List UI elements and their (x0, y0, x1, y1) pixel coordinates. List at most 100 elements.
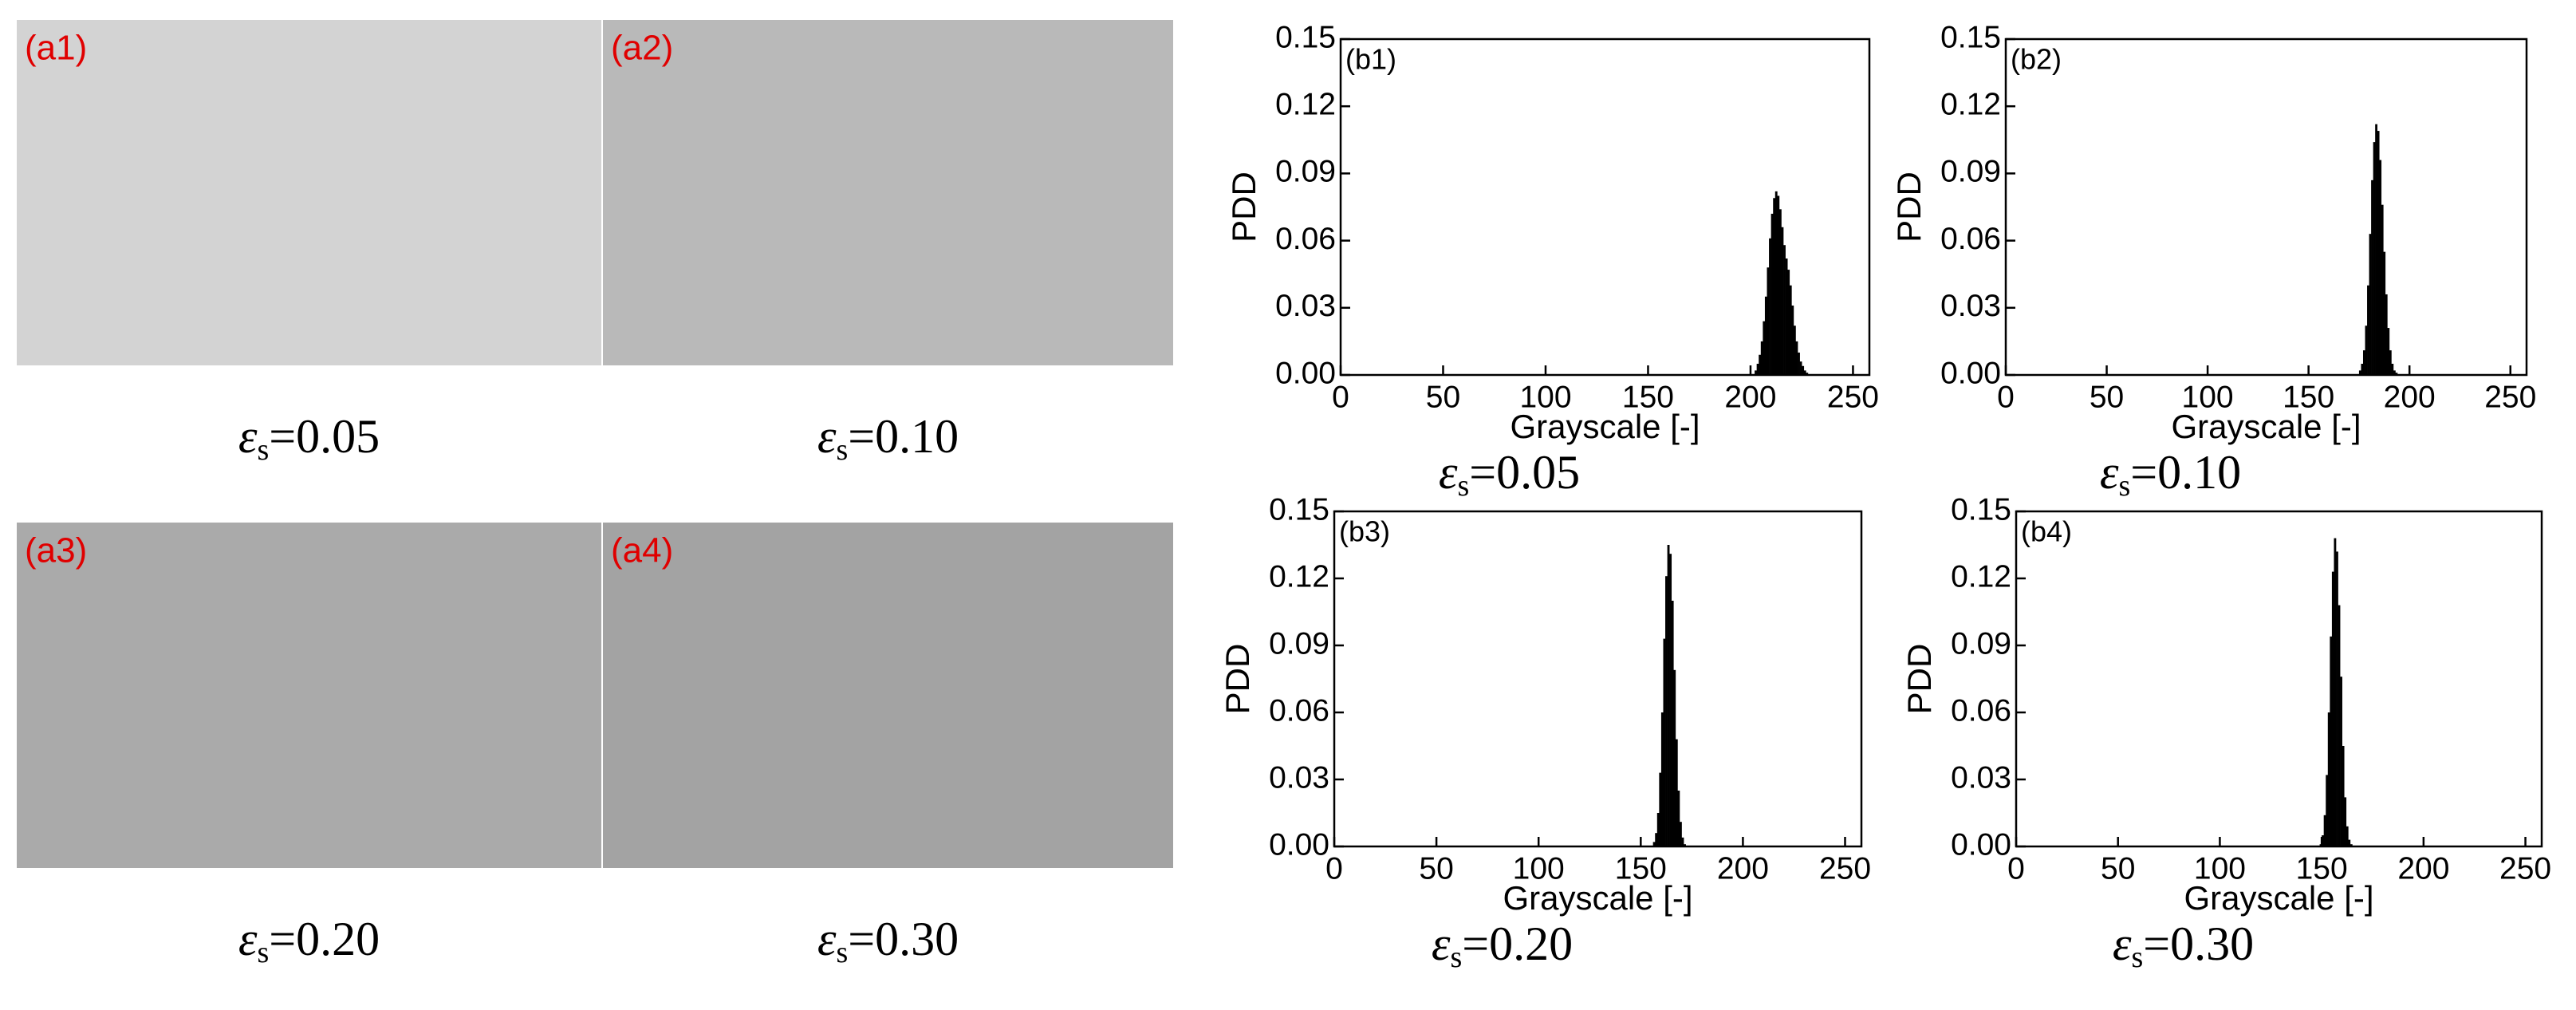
histogram-bar (2381, 204, 2384, 375)
y-tick-label: 0.06 (1940, 222, 2001, 256)
plot-frame (1333, 510, 1863, 848)
histogram-bar (2393, 370, 2396, 375)
x-tick-label: 250 (1827, 380, 1879, 414)
x-tick-label: 0 (1325, 851, 1343, 886)
histogram-bar (2348, 839, 2351, 846)
y-tick-label: 0.12 (1951, 559, 2011, 594)
histogram-bar (2344, 797, 2347, 846)
y-axis-label: PDD (1900, 644, 1938, 715)
y-tick-label: 0.00 (1940, 356, 2001, 390)
caption: εs=0.30 (2113, 917, 2254, 974)
y-tick-label: 0.09 (1275, 155, 1336, 189)
histogram-bar (2387, 328, 2390, 375)
plot-frame (1339, 37, 1871, 377)
x-tick-label: 200 (2397, 851, 2449, 886)
caption-subscript: s (1451, 941, 1463, 974)
caption-value: =0.20 (1462, 917, 1573, 970)
caption-subscript: s (2132, 941, 2144, 974)
x-axis-label: Grayscale [-] (1503, 879, 1692, 917)
y-tick-label: 0.03 (1275, 289, 1336, 323)
y-tick-label: 0.09 (1940, 155, 2001, 189)
histogram-bar (2338, 605, 2341, 846)
histogram-bar (1669, 554, 1672, 846)
histogram-bar (2385, 294, 2388, 375)
y-axis-label: PDD (1219, 644, 1256, 715)
x-tick-label: 50 (1426, 380, 1460, 414)
image-panel (17, 523, 601, 868)
panel-label: (a1) (25, 29, 87, 68)
x-tick-label: 0 (1332, 380, 1349, 414)
histogram-bar (2389, 350, 2392, 375)
x-tick-label: 200 (1724, 380, 1776, 414)
caption-subscript: s (1458, 469, 1470, 503)
histogram-bar (1774, 191, 1778, 375)
x-tick-label: 250 (2499, 851, 2551, 886)
histogram-bar (1795, 341, 1798, 375)
caption-value: =0.20 (269, 913, 380, 965)
histogram-bar (2367, 285, 2369, 375)
panel-label: (a4) (611, 531, 673, 570)
histogram-bar (1773, 198, 1776, 375)
histogram-bar (1783, 245, 1786, 375)
y-tick-label: 0.09 (1269, 626, 1329, 661)
x-tick-label: 0 (1997, 380, 2015, 414)
y-tick-label: 0.15 (1275, 20, 1336, 54)
histogram-bar (1667, 545, 1670, 846)
y-tick-label: 0.15 (1269, 492, 1329, 527)
image-panel (603, 523, 1173, 868)
caption-symbol: ε (238, 913, 258, 965)
caption: εs=0.05 (238, 410, 380, 467)
y-tick-label: 0.15 (1940, 20, 2001, 54)
histogram-bar (1675, 739, 1678, 846)
y-axis-label: PDD (1225, 172, 1262, 243)
histogram-bar (2373, 142, 2376, 375)
caption: εs=0.20 (238, 913, 380, 969)
y-tick-label: 0.12 (1275, 87, 1336, 121)
histogram-bar (1763, 321, 1766, 375)
caption-symbol: ε (2100, 446, 2119, 499)
x-tick-label: 100 (1513, 851, 1565, 886)
plot-frame (2015, 510, 2543, 848)
histogram-bar (2340, 677, 2342, 846)
histogram-bar (1679, 822, 1682, 846)
y-tick-label: 0.06 (1269, 693, 1329, 728)
x-tick-label: 100 (2182, 380, 2234, 414)
image-panel (603, 20, 1173, 365)
histogram-bar (2346, 826, 2349, 846)
histogram-bar (1652, 842, 1656, 846)
caption-value: =0.05 (1469, 446, 1580, 499)
x-tick-label: 50 (1419, 851, 1453, 886)
panel-label: (a3) (25, 531, 87, 570)
x-tick-label: 150 (2283, 380, 2334, 414)
histogram-bar (1798, 352, 1800, 375)
histogram-bar (1673, 669, 1676, 846)
x-tick-label: 150 (1615, 851, 1667, 886)
y-tick-label: 0.03 (1951, 760, 2011, 795)
x-tick-label: 150 (1622, 380, 1674, 414)
histogram-bar (2342, 746, 2345, 846)
histogram-bar (1806, 373, 1809, 375)
caption: εs=0.10 (2100, 446, 2241, 503)
histogram-bar (1677, 791, 1680, 846)
histogram-bar (2330, 636, 2333, 846)
caption-value: =0.30 (2143, 917, 2254, 970)
x-tick-label: 100 (2194, 851, 2246, 886)
histogram-bar (1665, 576, 1668, 846)
histogram-bar (1803, 370, 1806, 375)
histogram-bar (2322, 835, 2324, 846)
histogram-bar (1759, 354, 1762, 375)
y-tick-label: 0.12 (1940, 87, 2001, 121)
caption-symbol: ε (817, 913, 837, 965)
y-tick-label: 0.12 (1269, 559, 1329, 594)
histogram-bar (1684, 844, 1686, 846)
x-axis-label: Grayscale [-] (2184, 879, 2373, 917)
histogram-bar (1681, 837, 1684, 846)
histogram-bar (2383, 251, 2386, 375)
x-tick-label: 50 (2101, 851, 2135, 886)
y-tick-label: 0.06 (1275, 222, 1336, 256)
caption: εs=0.30 (817, 913, 959, 969)
x-tick-label: 0 (2007, 851, 2025, 886)
caption-value: =0.30 (848, 913, 959, 965)
histogram-bar (2377, 131, 2380, 375)
caption: εs=0.05 (1439, 446, 1580, 503)
